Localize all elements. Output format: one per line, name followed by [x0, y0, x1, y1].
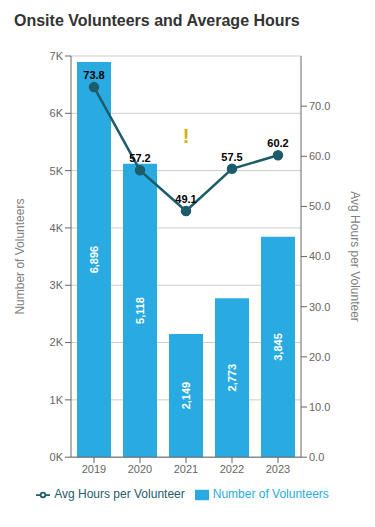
svg-text:Number of Volunteers: Number of Volunteers — [13, 199, 27, 315]
html-text:Avg Hours per Volunteer: Avg Hours per Volunteer — [54, 487, 185, 502]
svg-text:3K: 3K — [50, 279, 64, 291]
svg-text:40.0: 40.0 — [309, 250, 330, 262]
svg-text:2,149: 2,149 — [180, 382, 192, 410]
svg-text:2020: 2020 — [128, 463, 152, 475]
svg-text:20.0: 20.0 — [309, 351, 330, 363]
svg-text:2023: 2023 — [266, 463, 290, 475]
svg-text:2022: 2022 — [220, 463, 244, 475]
html-text:Number of Volunteers: Number of Volunteers — [212, 487, 329, 502]
svg-text:73.8: 73.8 — [83, 69, 104, 81]
html-text:Onsite Volunteers and Average: Onsite Volunteers and Average Hours — [14, 12, 300, 29]
svg-text:2,773: 2,773 — [226, 364, 238, 392]
svg-text:10.0: 10.0 — [309, 401, 330, 413]
svg-text:49.1: 49.1 — [175, 193, 196, 205]
svg-text:4K: 4K — [50, 222, 64, 234]
svg-text:7K: 7K — [50, 50, 64, 62]
svg-text:50.0: 50.0 — [309, 200, 330, 212]
svg-text:2019: 2019 — [82, 463, 106, 475]
svg-text:2021: 2021 — [174, 463, 198, 475]
svg-text:2K: 2K — [50, 336, 64, 348]
svg-text:57.2: 57.2 — [129, 152, 150, 164]
svg-text:60.0: 60.0 — [309, 150, 330, 162]
svg-text:57.5: 57.5 — [221, 151, 242, 163]
svg-text:6,896: 6,896 — [88, 246, 100, 274]
svg-text:3,845: 3,845 — [272, 333, 284, 361]
svg-text:1K: 1K — [50, 394, 64, 406]
svg-text:5K: 5K — [50, 165, 64, 177]
svg-text:!: ! — [183, 125, 190, 147]
svg-text:0K: 0K — [50, 451, 64, 463]
svg-text:5,118: 5,118 — [134, 297, 146, 324]
svg-text:70.0: 70.0 — [309, 100, 330, 112]
svg-text:0.0: 0.0 — [309, 451, 324, 463]
svg-text:60.2: 60.2 — [267, 137, 288, 149]
svg-text:6K: 6K — [50, 107, 64, 119]
svg-text:Avg Hours per Volunteer: Avg Hours per Volunteer — [348, 191, 362, 322]
svg-text:30.0: 30.0 — [309, 301, 330, 313]
